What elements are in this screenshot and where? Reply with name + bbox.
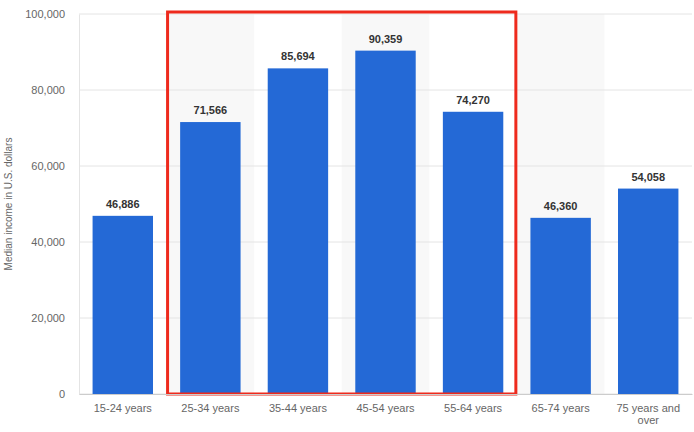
bar — [530, 218, 590, 394]
y-tick-label: 100,000 — [25, 8, 65, 20]
data-label: 85,694 — [281, 50, 316, 62]
y-tick-label: 20,000 — [31, 312, 65, 324]
x-tick-label-line: 15-24 years — [94, 402, 153, 414]
bar — [93, 216, 153, 394]
x-tick-label-line: 75 years and — [616, 402, 680, 414]
grid — [79, 14, 692, 394]
data-labels: 46,886 71,566 85,694 90,359 74,270 46,360 54,0… — [106, 33, 665, 212]
y-tick: 80,000 — [31, 84, 79, 96]
bar — [443, 112, 503, 394]
y-tick: 100,000 — [25, 8, 79, 20]
x-tick-label: 15-24 years — [94, 402, 153, 414]
bar — [268, 68, 328, 394]
x-tick-label: 35-44 years — [269, 402, 328, 414]
y-tick-label: 60,000 — [31, 160, 65, 172]
column-shade — [167, 14, 255, 394]
x-tick: 25-34 years — [181, 394, 240, 414]
data-label: 46,360 — [544, 200, 578, 212]
data-label: 46,886 — [106, 198, 140, 210]
data-label: 71,566 — [194, 104, 228, 116]
data-label: 74,270 — [456, 94, 490, 106]
x-tick-label: 65-74 years — [532, 402, 591, 414]
grid-line — [79, 14, 692, 15]
chart: 0 20,000 40,000 60,000 80,000 100,000 15-24 ye… — [0, 0, 694, 432]
bars — [93, 51, 679, 394]
bar — [618, 189, 678, 394]
x-tick-label-line: 25-34 years — [181, 402, 240, 414]
y-axis: 0 20,000 40,000 60,000 80,000 100,000 — [25, 8, 79, 400]
y-axis-line — [79, 15, 80, 395]
x-tick-label: 25-34 years — [181, 402, 240, 414]
x-axis: 15-24 years 25-34 years 35-44 years 45-54 y… — [80, 394, 693, 426]
x-tick: 45-54 years — [356, 394, 415, 414]
x-tick: 55-64 years — [444, 394, 503, 414]
x-tick-label-line: 65-74 years — [532, 402, 591, 414]
x-tick-label-line: over — [638, 414, 660, 426]
x-tick-label-line: 55-64 years — [444, 402, 503, 414]
data-label: 90,359 — [369, 33, 403, 45]
y-tick-label: 40,000 — [31, 236, 65, 248]
x-tick: 15-24 years — [94, 394, 153, 414]
y-axis-title: Median income in U.S. dollars — [3, 138, 14, 271]
x-tick-label: 55-64 years — [444, 402, 503, 414]
y-tick: 40,000 — [31, 236, 79, 248]
column-shade — [517, 14, 605, 394]
x-tick: 75 years andover — [616, 394, 680, 426]
y-tick-label: 80,000 — [31, 84, 65, 96]
x-tick-label-line: 35-44 years — [269, 402, 328, 414]
x-tick: 65-74 years — [532, 394, 591, 414]
column-shade — [342, 14, 430, 394]
column-shading — [167, 14, 605, 394]
x-tick-label: 75 years andover — [616, 402, 680, 427]
highlight-frame — [168, 12, 516, 394]
y-tick-label: 0 — [59, 388, 65, 400]
y-tick: 20,000 — [31, 312, 79, 324]
x-axis-line — [80, 394, 693, 395]
x-tick-label-line: 45-54 years — [356, 402, 415, 414]
y-tick: 0 — [59, 388, 79, 400]
data-label: 54,058 — [631, 171, 665, 183]
y-tick: 60,000 — [31, 160, 79, 172]
bar — [180, 122, 240, 394]
x-tick: 35-44 years — [269, 394, 328, 414]
bar — [355, 51, 415, 394]
x-tick-label: 45-54 years — [356, 402, 415, 414]
